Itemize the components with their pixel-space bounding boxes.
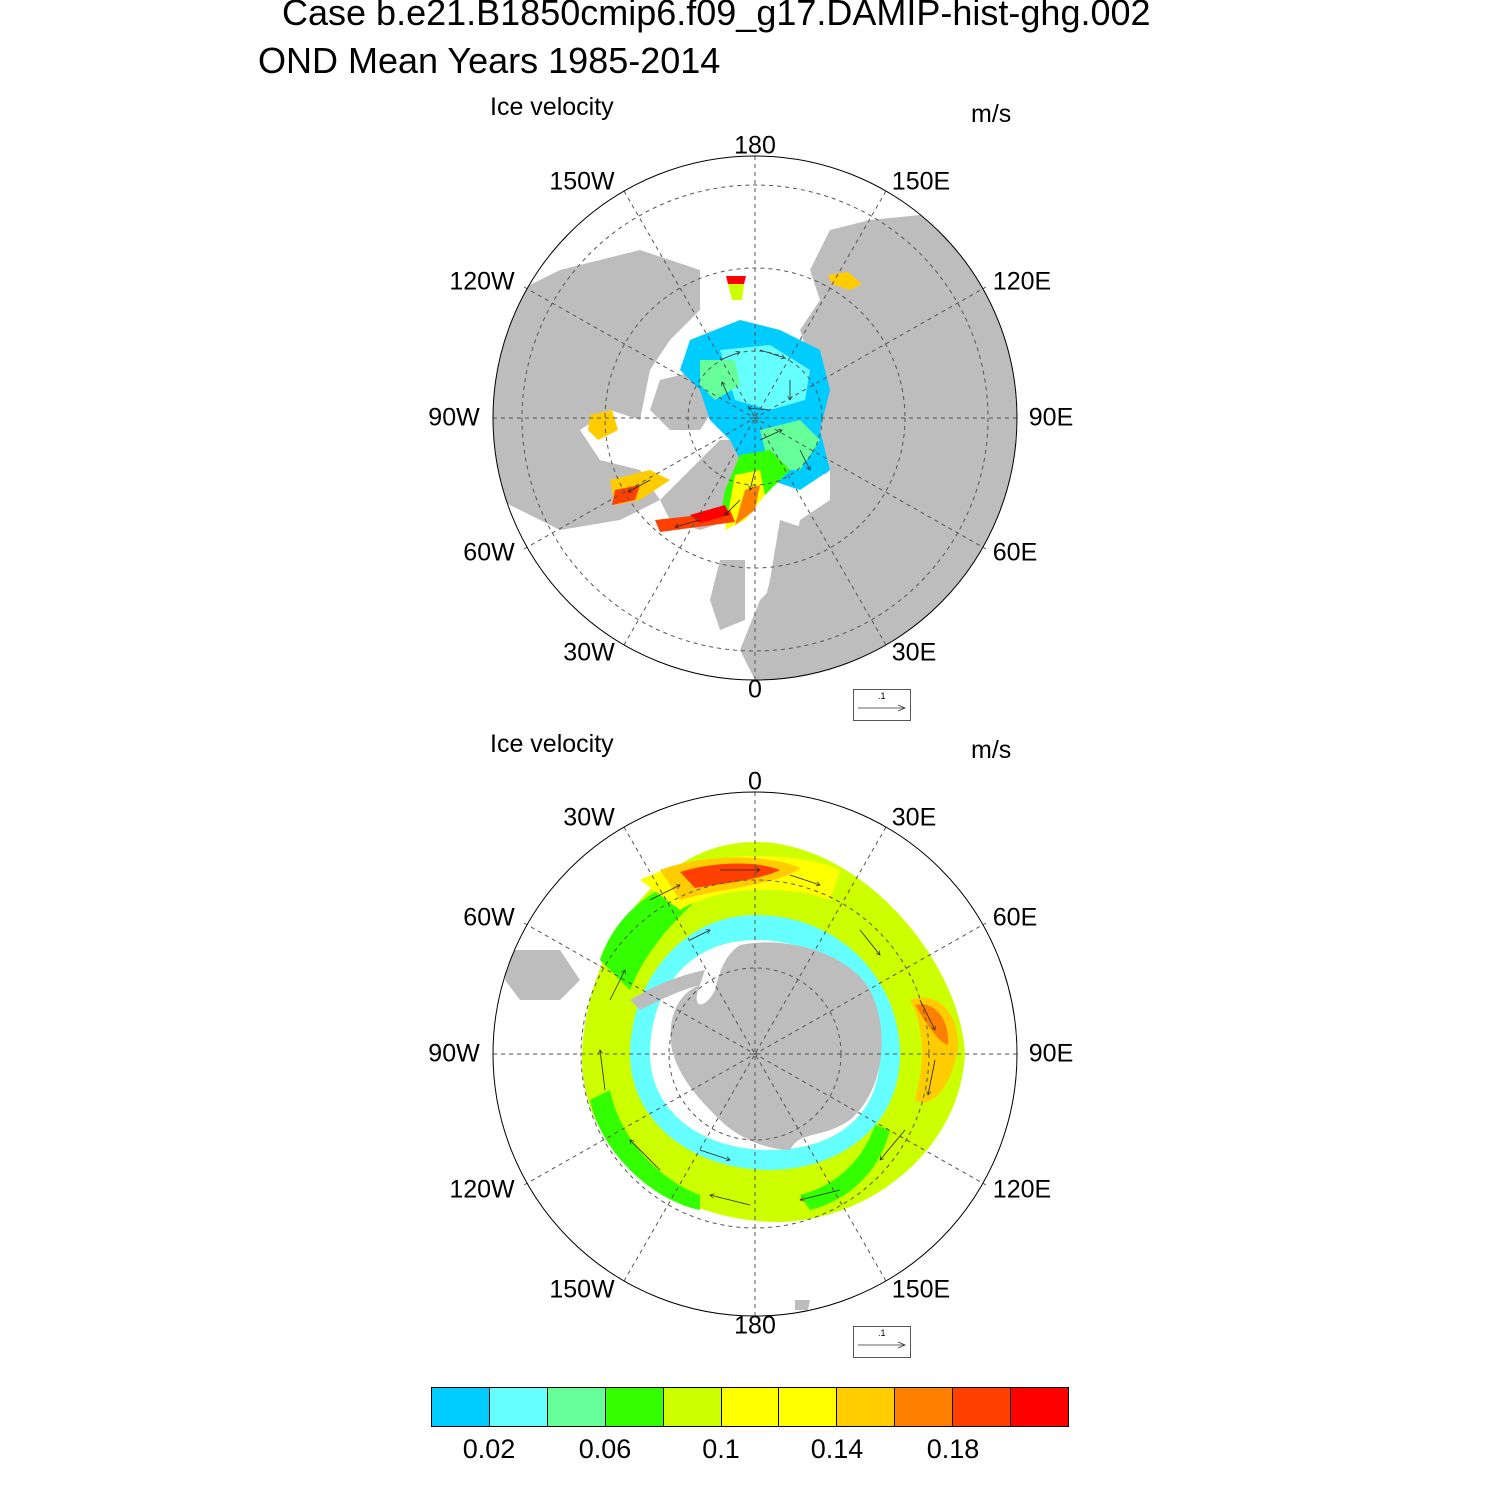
antarctic-map (505, 842, 965, 1310)
south-lon-label: 150E (891, 1275, 951, 1304)
north-lon-label: 60W (463, 538, 515, 567)
colorbar-label: 0.06 (578, 1434, 632, 1464)
north-panel-left-label: Ice velocity (490, 93, 614, 121)
plot-title-line1: Case b.e21.B1850cmip6.f09_g17.DAMIP-hist… (282, 0, 1151, 33)
north-lon-label: 150W (549, 167, 615, 196)
colorbar-label: 0.1 (702, 1434, 740, 1464)
south-lon-label: 180 (734, 1311, 776, 1340)
colorbar-swatch (547, 1388, 606, 1426)
south-lon-label: 30W (563, 803, 615, 832)
reference-vector-value: .1 (878, 691, 886, 701)
arctic-map (493, 215, 1017, 680)
north-lon-label: 30E (891, 638, 937, 667)
reference-vector-value: .1 (878, 1328, 886, 1338)
south-lon-label: 120E (992, 1175, 1052, 1204)
north-lon-label: 120W (449, 267, 515, 296)
colorbar-swatch (605, 1388, 664, 1426)
south-reference-vector: .1 (853, 1326, 911, 1358)
south-lon-label: 120W (449, 1175, 515, 1204)
south-america (505, 950, 580, 1000)
north-lon-label: 30W (563, 638, 615, 667)
south-lon-label: 60E (992, 903, 1038, 932)
reference-arrow-icon (858, 704, 907, 712)
north-lon-label: 120E (992, 267, 1052, 296)
colorbar-swatch (489, 1388, 548, 1426)
south-lon-label: 30E (891, 803, 937, 832)
colorbar-label: 0.18 (926, 1434, 980, 1464)
colorbar-swatch (663, 1388, 722, 1426)
colorbar-swatch (432, 1388, 490, 1426)
south-panel-units: m/s (971, 736, 1012, 764)
colorbar-swatch (895, 1388, 954, 1426)
plot-title-line2: OND Mean Years 1985-2014 (258, 40, 721, 81)
south-lon-label: 90W (428, 1039, 480, 1068)
north-lon-label: 150E (891, 167, 951, 196)
south-boundary (492, 791, 1018, 1317)
south-lon-label: 0 (748, 767, 762, 796)
south-graticule (493, 792, 1017, 1316)
south-lon-label: 150W (549, 1275, 615, 1304)
north-lon-label: 60E (992, 538, 1038, 567)
south-lon-label: 60W (463, 903, 515, 932)
north-lon-label: 90E (1028, 403, 1074, 432)
south-ice-vectors (600, 870, 935, 1206)
reference-arrow-icon (858, 1341, 907, 1349)
colorbar-swatch (1011, 1388, 1068, 1426)
north-reference-vector: .1 (853, 689, 911, 721)
colorbar-swatch (721, 1388, 780, 1426)
north-lon-label: 180 (734, 131, 776, 160)
north-boundary (492, 155, 1018, 681)
north-lon-label: 0 (748, 675, 762, 704)
colorbar-swatch (953, 1388, 1012, 1426)
south-panel-left-label: Ice velocity (490, 730, 614, 758)
colorbar-label: 0.02 (462, 1434, 516, 1464)
colorbar-swatch (779, 1388, 838, 1426)
south-lon-label: 90E (1028, 1039, 1074, 1068)
antarctica (670, 942, 882, 1150)
north-lon-label: 90W (428, 403, 480, 432)
north-graticule (493, 156, 1017, 680)
colorbar-swatch (837, 1388, 896, 1426)
colorbar-label: 0.14 (810, 1434, 864, 1464)
colorbar (431, 1387, 1069, 1427)
north-panel-units: m/s (971, 100, 1012, 128)
